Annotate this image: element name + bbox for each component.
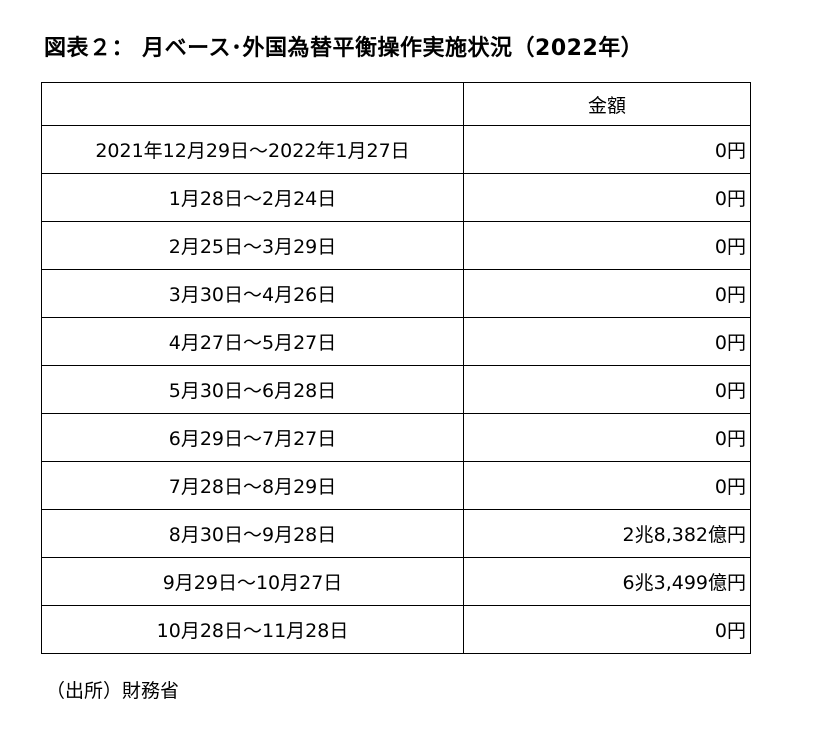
table-row: 3月30日～4月26日 0円 (41, 269, 751, 318)
amount-cell: 0円 (463, 317, 751, 366)
amount-cell: 0円 (463, 221, 751, 270)
amount-cell: 6兆3,499億円 (463, 557, 751, 606)
table-header-row: 金額 (41, 82, 751, 126)
table-row: 6月29日～7月27日 0円 (41, 413, 751, 462)
amount-cell: 0円 (463, 461, 751, 510)
period-cell: 10月28日～11月28日 (41, 605, 464, 654)
period-cell: 4月27日～5月27日 (41, 317, 464, 366)
period-cell: 7月28日～8月29日 (41, 461, 464, 510)
amount-cell: 0円 (463, 365, 751, 414)
period-cell: 3月30日～4月26日 (41, 269, 464, 318)
table-row: 9月29日～10月27日 6兆3,499億円 (41, 557, 751, 606)
amount-cell: 0円 (463, 269, 751, 318)
period-cell: 8月30日～9月28日 (41, 509, 464, 558)
header-period (41, 82, 464, 126)
period-cell: 2月25日～3月29日 (41, 221, 464, 270)
amount-cell: 0円 (463, 125, 751, 174)
header-amount: 金額 (463, 82, 751, 126)
period-cell: 9月29日～10月27日 (41, 557, 464, 606)
table-row: 7月28日～8月29日 0円 (41, 461, 751, 510)
period-cell: 2021年12月29日～2022年1月27日 (41, 125, 464, 174)
period-cell: 1月28日～2月24日 (41, 173, 464, 222)
table-row: 8月30日～9月28日 2兆8,382億円 (41, 509, 751, 558)
amount-cell: 0円 (463, 173, 751, 222)
table-row: 2月25日～3月29日 0円 (41, 221, 751, 270)
period-cell: 5月30日～6月28日 (41, 365, 464, 414)
period-cell: 6月29日～7月27日 (41, 413, 464, 462)
intervention-table: 金額 2021年12月29日～2022年1月27日 0円 1月28日～2月24日 0円… (41, 82, 751, 654)
source-note: （出所）財務省 (46, 680, 180, 702)
table-row: 1月28日～2月24日 0円 (41, 173, 751, 222)
table-row: 5月30日～6月28日 0円 (41, 365, 751, 414)
amount-cell: 0円 (463, 605, 751, 654)
amount-cell: 2兆8,382億円 (463, 509, 751, 558)
table-row: 4月27日～5月27日 0円 (41, 317, 751, 366)
table-row: 2021年12月29日～2022年1月27日 0円 (41, 125, 751, 174)
page-title: 図表２： 月ベース･外国為替平衡操作実施状況（2022年） (44, 36, 644, 61)
amount-cell: 0円 (463, 413, 751, 462)
table-row: 10月28日～11月28日 0円 (41, 605, 751, 654)
